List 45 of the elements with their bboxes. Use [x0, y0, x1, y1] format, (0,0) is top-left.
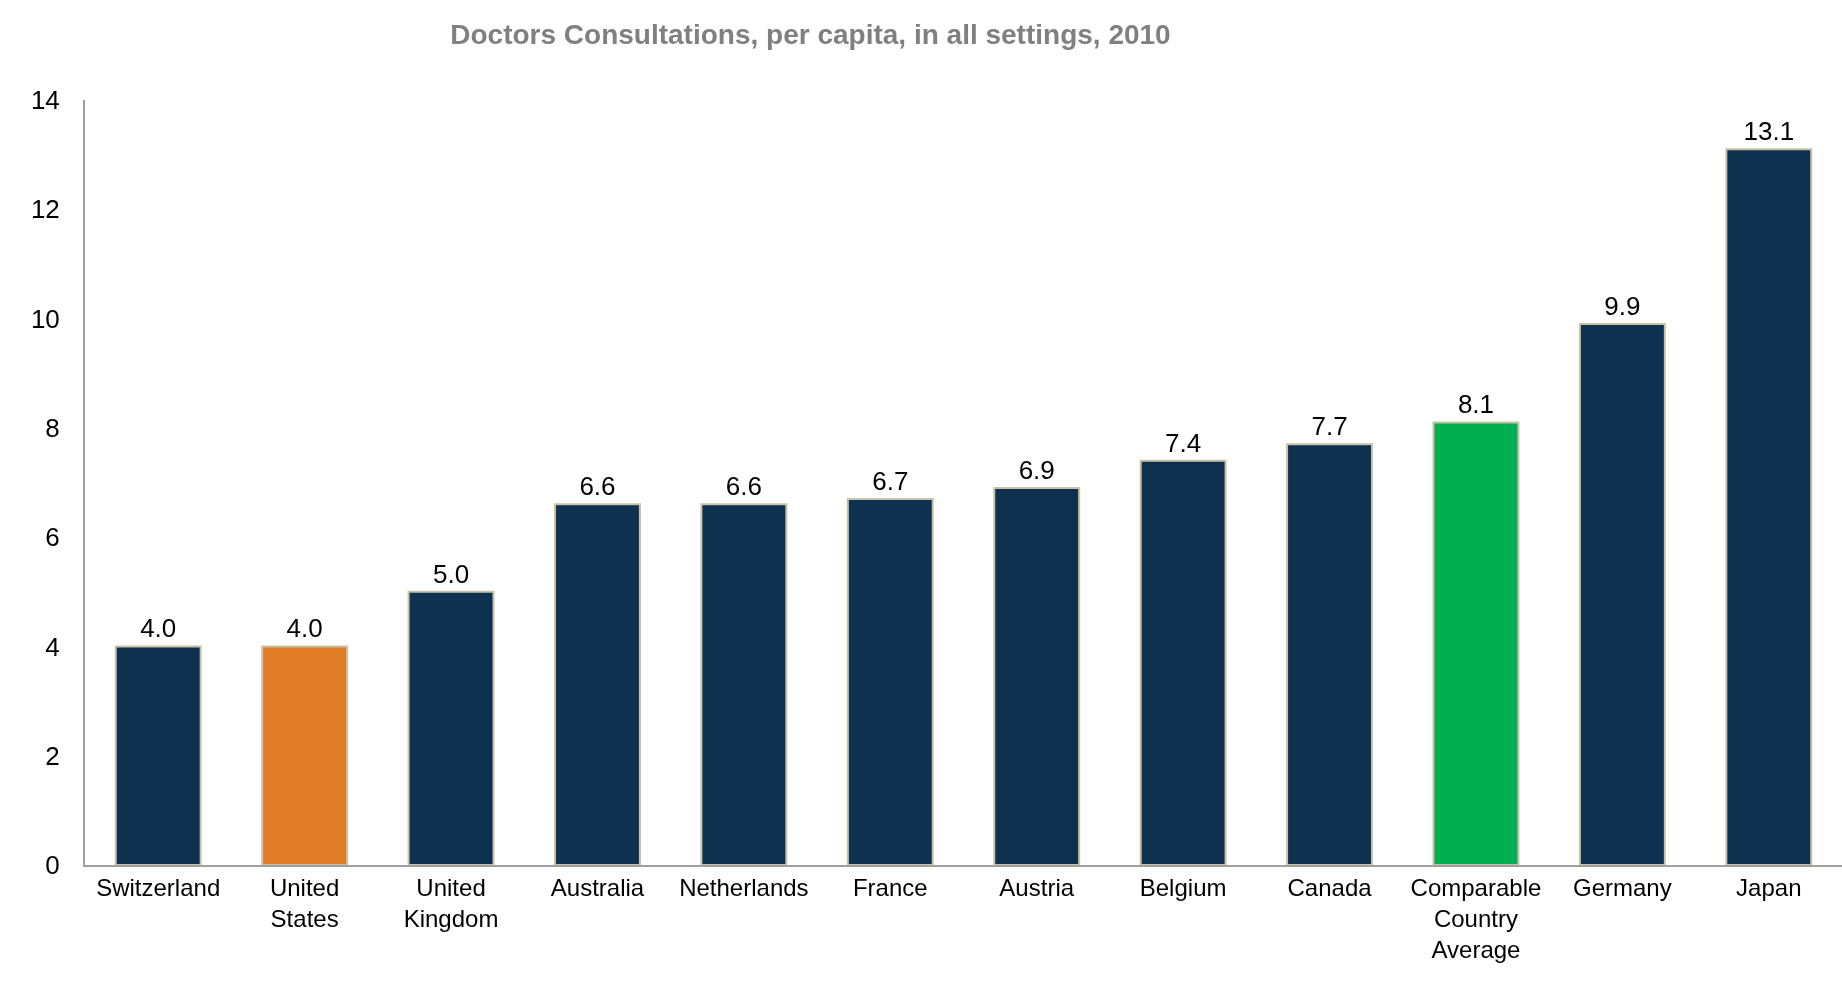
data-label: 4.0 [140, 613, 177, 644]
bar [1725, 148, 1813, 865]
y-tick-label: 10 [30, 303, 60, 334]
bar [993, 486, 1081, 865]
bar [261, 645, 349, 865]
bar [1139, 459, 1227, 865]
bar [554, 503, 641, 865]
x-tick-label: Canada [1287, 873, 1373, 901]
x-tick-label: Switzerland [96, 873, 221, 901]
data-label: 6.6 [725, 471, 762, 502]
x-tick-label: United Kingdom [403, 873, 499, 932]
y-tick-label: 14 [30, 85, 60, 116]
y-tick-label: 4 [45, 631, 60, 662]
x-tick-label: Australia [550, 873, 645, 901]
data-label: 7.4 [1165, 427, 1202, 458]
data-label: 7.7 [1311, 411, 1348, 442]
x-tick-label: Germany [1573, 873, 1672, 901]
bar [1578, 323, 1666, 865]
x-tick-label: Comparable Country Average [1410, 873, 1542, 964]
bar [1286, 443, 1373, 865]
x-tick-label: Netherlands [679, 873, 809, 901]
data-label: 13.1 [1743, 116, 1795, 147]
y-tick-label: 2 [45, 740, 60, 771]
bar [700, 503, 788, 865]
data-label: 8.1 [1457, 389, 1495, 420]
bar [114, 645, 202, 865]
y-tick-label: 8 [45, 412, 60, 443]
bar [846, 497, 934, 865]
data-label: 6.7 [872, 465, 909, 496]
y-tick-label: 6 [45, 522, 60, 553]
bar [1432, 421, 1520, 865]
data-label: 6.9 [1018, 454, 1055, 485]
bar [407, 590, 495, 865]
x-tick-label: United States [269, 873, 340, 932]
data-label: 6.6 [579, 471, 616, 502]
chart-title: Doctors Consultations, per capita, in all settings, 2010 [450, 19, 1171, 51]
x-tick-label: Austria [999, 873, 1075, 901]
data-label: 9.9 [1604, 291, 1641, 322]
y-tick-label: 0 [45, 850, 60, 881]
x-tick-label: France [852, 873, 928, 901]
x-tick-label: Japan [1736, 873, 1802, 901]
data-label: 5.0 [432, 558, 470, 589]
x-tick-label: Belgium [1139, 873, 1227, 901]
y-tick-label: 12 [30, 194, 60, 225]
data-label: 4.0 [286, 613, 323, 644]
